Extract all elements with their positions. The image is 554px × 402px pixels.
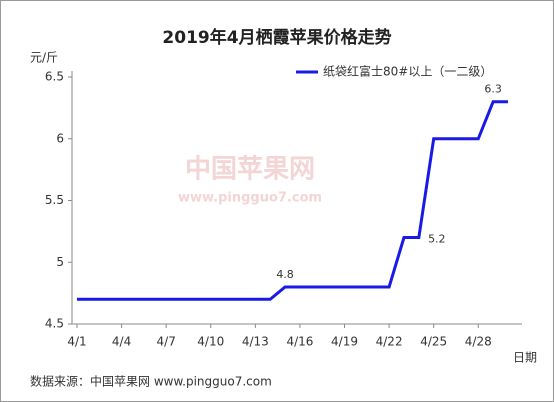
data-label: 5.2 bbox=[428, 233, 446, 246]
x-tick-label: 4/22 bbox=[376, 335, 403, 349]
y-tick-label: 4.5 bbox=[45, 317, 64, 331]
watermark: www.pingguo7.com bbox=[178, 191, 322, 206]
x-tick-label: 4/16 bbox=[286, 335, 313, 349]
x-tick-label: 4/19 bbox=[331, 335, 358, 349]
x-tick-label: 4/10 bbox=[197, 335, 224, 349]
x-tick-label: 4/13 bbox=[242, 335, 269, 349]
x-tick-label: 4/4 bbox=[112, 335, 131, 349]
y-tick-label: 5.5 bbox=[45, 193, 64, 207]
x-tick-label: 4/1 bbox=[67, 335, 86, 349]
data-label: 6.3 bbox=[484, 83, 502, 96]
x-tick-label: 4/25 bbox=[420, 335, 447, 349]
chart-title: 2019年4月栖霞苹果价格走势 bbox=[162, 27, 391, 48]
x-label: 日期 bbox=[513, 351, 537, 365]
y-tick-label: 6.5 bbox=[45, 70, 64, 84]
line bbox=[77, 100, 508, 301]
y-tick-label: 5 bbox=[56, 255, 64, 269]
watermark: 中国苹果网 bbox=[185, 155, 315, 185]
y-unit: 元/斤 bbox=[30, 51, 58, 65]
x-tick-label: 4/7 bbox=[157, 335, 176, 349]
y-tick-label: 6 bbox=[56, 131, 64, 145]
x-tick-label: 4/28 bbox=[465, 335, 492, 349]
legend-label: 纸袋红富士80#以上（一二级） bbox=[323, 64, 492, 79]
data-label: 4.8 bbox=[276, 268, 294, 281]
source: 数据来源：中国苹果网 www.pingguo7.com bbox=[30, 374, 272, 389]
